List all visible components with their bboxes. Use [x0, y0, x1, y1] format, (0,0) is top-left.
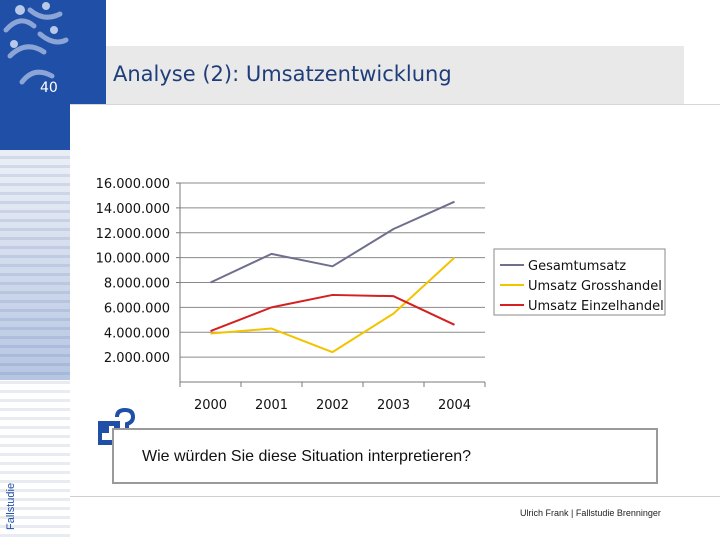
legend-label: Umsatz Grosshandel — [528, 279, 662, 294]
chart-legend: Gesamtumsatz Umsatz Grosshandel Umsatz Ein… — [493, 248, 666, 316]
footer-divider — [70, 496, 720, 497]
left-decor-panel — [0, 0, 70, 540]
x-tick-label: 2004 — [438, 398, 471, 413]
series-line-2 — [210, 256, 456, 354]
question-box: Wie würden Sie diese Situation interpret… — [112, 428, 658, 484]
page-number: 40 — [40, 80, 58, 96]
y-tick-label: 16.000.000 — [96, 177, 170, 192]
side-label: Fallstudie — [5, 482, 17, 530]
footer-text: Ulrich Frank | Fallstudie Brenninger — [520, 508, 661, 518]
y-tick-label: 12.000.000 — [96, 227, 170, 242]
header-bar — [106, 46, 684, 104]
y-tick-label: 2.000.000 — [104, 351, 170, 366]
y-tick-label: 10.000.000 — [96, 252, 170, 267]
y-tick-label: 8.000.000 — [104, 277, 170, 292]
x-tick-label: 2000 — [194, 398, 227, 413]
x-tick-label: 2003 — [377, 398, 410, 413]
top-blue-block — [70, 0, 106, 104]
question-text: Wie würden Sie diese Situation interpret… — [142, 448, 472, 465]
page-title: Analyse (2): Umsatzentwicklung — [113, 62, 452, 86]
legend-label: Gesamtumsatz — [528, 259, 626, 274]
legend-label: Umsatz Einzelhandel — [528, 299, 664, 314]
line-chart: 16.000.000 14.000.000 12.000.000 10.000.000… — [96, 177, 666, 413]
x-tick-label: 2001 — [255, 398, 288, 413]
series-lines — [210, 200, 456, 354]
header-divider — [70, 104, 720, 105]
y-tick-label: 14.000.000 — [96, 202, 170, 217]
y-tick-label: 4.000.000 — [104, 326, 170, 341]
series-line-1 — [210, 200, 455, 284]
left-stripe-pattern — [0, 150, 70, 540]
x-tick-labels: 2000 2001 2002 2003 2004 — [176, 182, 486, 413]
y-tick-label: 6.000.000 — [104, 301, 170, 316]
left-fade — [0, 170, 70, 380]
y-tick-labels: 16.000.000 14.000.000 12.000.000 10.000.000… — [96, 177, 170, 366]
logo-figures-icon — [3, 2, 69, 85]
x-tick-label: 2002 — [316, 398, 349, 413]
left-white-area — [70, 104, 106, 380]
series-line-3 — [210, 293, 455, 332]
